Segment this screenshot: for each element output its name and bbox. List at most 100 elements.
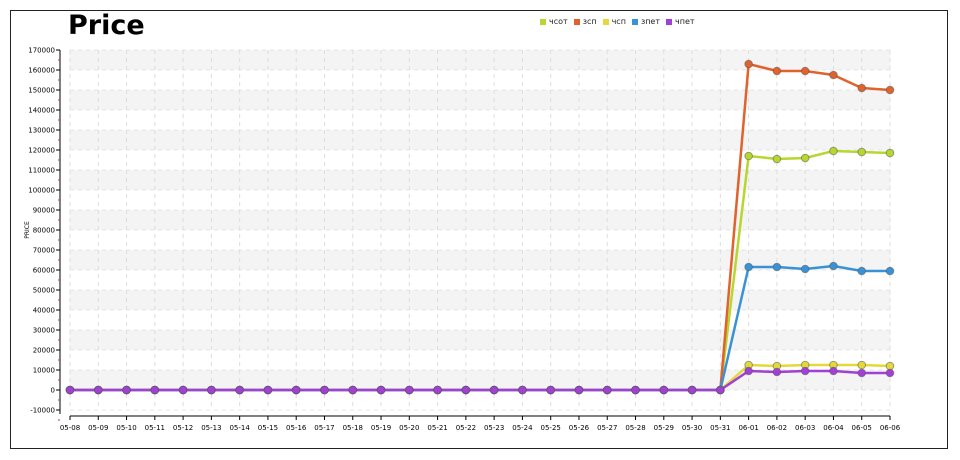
data-point-4: [574, 385, 584, 395]
chart-title: Price: [68, 10, 145, 41]
data-point-1: [829, 70, 838, 80]
data-point-2: [857, 360, 867, 370]
legend-item[interactable]: зпет: [631, 17, 661, 26]
y-tick-label: 90000: [33, 207, 55, 215]
grid-band: [70, 370, 890, 390]
data-point-1: [744, 59, 753, 69]
data-point-0: [744, 151, 753, 161]
data-point-4: [518, 385, 527, 395]
data-point-3: [885, 266, 895, 276]
x-tick-label: 05-22: [456, 424, 476, 432]
legend-label: чпет: [675, 17, 695, 26]
x-tick-label: 05-27: [597, 424, 617, 432]
x-tick-label: 05-19: [371, 424, 391, 432]
data-point-1: [772, 66, 782, 76]
y-axis-label: PRICE: [24, 221, 31, 239]
data-point-0: [772, 154, 782, 164]
data-point-4: [829, 366, 838, 376]
data-point-4: [405, 385, 414, 395]
x-tick-label: 05-10: [116, 424, 136, 432]
data-point-2: [885, 361, 895, 371]
data-point-3: [744, 262, 753, 272]
data-point-4: [857, 368, 867, 378]
legend-swatch: [573, 18, 580, 25]
grid-band: [70, 170, 890, 190]
data-point-4: [348, 385, 358, 395]
legend-swatch: [602, 18, 609, 25]
x-tick-label: 06-06: [880, 424, 901, 432]
legend-label: зсп: [582, 17, 597, 26]
legend-label: чсот: [549, 17, 568, 26]
x-tick-label: 05-18: [343, 424, 363, 432]
y-tick-label: 30000: [33, 327, 55, 335]
y-tick-label: 0: [51, 387, 55, 395]
legend-label: зпет: [640, 17, 661, 26]
x-tick-label: 06-02: [767, 424, 787, 432]
data-point-0: [885, 148, 895, 158]
x-tick-label: 06-03: [795, 424, 815, 432]
y-tick-label: 50000: [33, 287, 55, 295]
x-tick-label: 05-13: [201, 424, 221, 432]
x-tick-label: 05-30: [682, 424, 702, 432]
data-point-0: [829, 146, 838, 156]
legend-item[interactable]: чпет: [666, 17, 695, 26]
data-point-4: [376, 385, 386, 395]
data-point-4: [716, 385, 725, 395]
legend-item[interactable]: зсп: [573, 17, 597, 26]
x-tick-label: 05-15: [258, 424, 278, 432]
grid-band: [70, 130, 890, 150]
y-tick-label: 160000: [28, 67, 55, 75]
data-point-4: [885, 368, 895, 378]
grid-band: [70, 250, 890, 270]
y-tick-label: 120000: [28, 147, 55, 155]
data-point-1: [800, 66, 810, 76]
data-point-4: [800, 366, 810, 376]
grid-band: [70, 90, 890, 110]
data-point-3: [772, 262, 782, 272]
data-point-4: [150, 385, 160, 395]
x-tick-label: 05-09: [88, 424, 108, 432]
x-tick-label: 05-21: [427, 424, 447, 432]
data-point-4: [772, 367, 782, 377]
data-point-4: [93, 385, 103, 395]
chart-legend: чсот зсп чсп зпет чпет: [540, 17, 695, 26]
legend-swatch: [540, 18, 546, 25]
data-point-4: [65, 385, 75, 395]
y-tick-label: 100000: [28, 187, 55, 195]
grid-band: [70, 330, 890, 350]
data-point-0: [857, 147, 867, 157]
grid-band: [70, 50, 890, 70]
legend-item[interactable]: чсот: [540, 17, 568, 26]
y-tick-label: 40000: [33, 307, 55, 315]
data-point-4: [687, 385, 697, 395]
y-tick-label: 70000: [33, 247, 55, 255]
data-point-3: [857, 266, 867, 276]
data-point-4: [489, 385, 499, 395]
legend-swatch: [631, 18, 638, 25]
data-point-1: [885, 85, 895, 95]
y-tick-label: 150000: [28, 87, 55, 95]
data-point-0: [800, 153, 810, 163]
y-tick-label: 20000: [33, 347, 55, 355]
x-tick-label: 05-17: [314, 424, 334, 432]
x-tick-label: 05-23: [484, 424, 504, 432]
data-point-4: [744, 366, 753, 376]
y-tick-label: -10000: [30, 407, 55, 415]
data-point-4: [178, 385, 188, 395]
data-point-4: [291, 385, 301, 395]
y-tick-label: 140000: [28, 107, 55, 115]
data-point-4: [631, 385, 640, 395]
data-point-3: [800, 264, 810, 274]
legend-swatch: [666, 18, 673, 25]
legend-item[interactable]: чсп: [602, 17, 626, 26]
data-point-4: [461, 385, 471, 395]
y-tick-label: 80000: [33, 227, 55, 235]
data-point-4: [122, 385, 131, 395]
data-point-4: [602, 385, 612, 395]
x-tick-label: 05-14: [229, 424, 250, 432]
x-tick-label: 06-05: [852, 424, 872, 432]
data-point-4: [320, 385, 329, 395]
x-tick-label: 05-12: [173, 424, 193, 432]
x-tick-label: 05-08: [60, 424, 80, 432]
